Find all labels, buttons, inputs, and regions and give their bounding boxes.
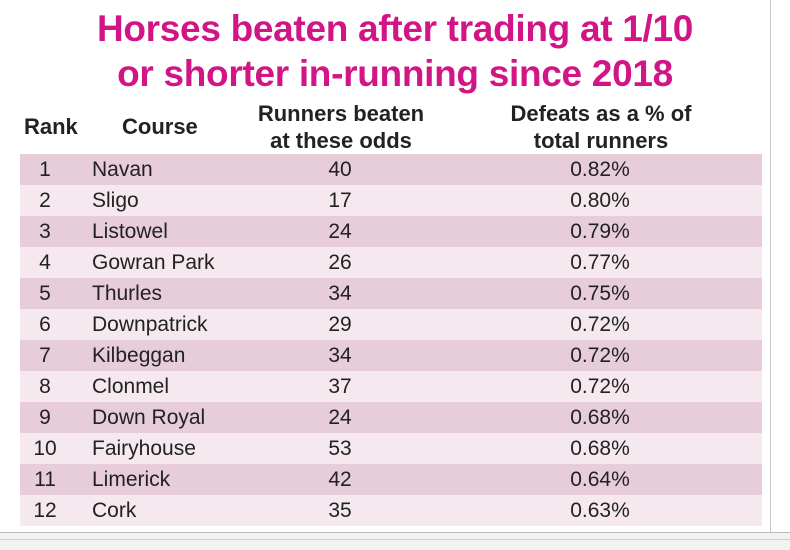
cell-runners-beaten: 29 [328, 313, 352, 336]
cell-defeats-percent: 0.75% [570, 282, 630, 305]
cell-runners-beaten: 42 [328, 468, 352, 491]
cell-runners-beaten: 17 [328, 189, 352, 212]
table-row: 9 Down Royal 24 0.68% [20, 402, 762, 433]
table-row: 8 Clonmel 37 0.72% [20, 371, 762, 402]
cell-runners-beaten: 53 [328, 437, 352, 460]
cell-rank: 1 [39, 158, 51, 181]
cell-course: Thurles [92, 282, 163, 305]
panel-right-border [770, 0, 771, 549]
cell-defeats-percent: 0.72% [570, 344, 630, 367]
chart-title: Horses beaten after trading at 1/10 or s… [0, 6, 790, 96]
table-row: 2 Sligo 17 0.80% [20, 185, 762, 216]
cell-defeats-percent: 0.82% [570, 158, 630, 181]
header-runners-line-1: Runners beaten [257, 101, 425, 126]
cell-defeats-percent: 0.72% [570, 313, 630, 336]
cell-course: Fairyhouse [92, 437, 196, 460]
table-row: 6 Downpatrick 29 0.72% [20, 309, 762, 340]
bottom-scrollbar-area [0, 532, 790, 550]
cell-course: Clonmel [92, 375, 170, 398]
cell-rank: 5 [39, 282, 51, 305]
cell-runners-beaten: 34 [328, 282, 352, 305]
table-row: 11 Limerick 42 0.64% [20, 464, 762, 495]
cell-defeats-percent: 0.68% [570, 406, 630, 429]
cell-course: Down Royal [92, 406, 206, 429]
cell-runners-beaten: 35 [328, 499, 352, 522]
cell-runners-beaten: 26 [328, 251, 352, 274]
table-row: 1 Navan 40 0.82% [20, 154, 762, 185]
cell-course: Listowel [92, 220, 168, 243]
cell-rank: 7 [39, 344, 51, 367]
table-row: 10 Fairyhouse 53 0.68% [20, 433, 762, 464]
cell-course: Downpatrick [92, 313, 208, 336]
header-defeats-percent: Defeats as a % of total runners [485, 100, 717, 154]
title-line-2: or shorter in-running since 2018 [117, 53, 673, 94]
cell-defeats-percent: 0.77% [570, 251, 630, 274]
table-row: 12 Cork 35 0.63% [20, 495, 762, 526]
cell-rank: 10 [33, 437, 57, 460]
cell-rank: 9 [39, 406, 51, 429]
cell-defeats-percent: 0.63% [570, 499, 630, 522]
cell-rank: 3 [39, 220, 51, 243]
cell-course: Limerick [92, 468, 171, 491]
cell-rank: 12 [33, 499, 57, 522]
title-line-1: Horses beaten after trading at 1/10 [96, 8, 694, 49]
cell-course: Navan [92, 158, 153, 181]
cell-runners-beaten: 37 [328, 375, 352, 398]
cell-runners-beaten: 40 [328, 158, 352, 181]
cell-course: Kilbeggan [92, 344, 186, 367]
header-runners-beaten: Runners beaten at these odds [232, 100, 450, 154]
cell-defeats-percent: 0.79% [570, 220, 630, 243]
cell-rank: 11 [34, 468, 56, 491]
cell-defeats-percent: 0.72% [570, 375, 630, 398]
header-defeats-line-2: total runners [533, 128, 669, 153]
cell-runners-beaten: 24 [328, 220, 352, 243]
header-runners-line-2: at these odds [270, 128, 412, 153]
cell-rank: 8 [39, 375, 51, 398]
cell-runners-beaten: 24 [328, 406, 352, 429]
cell-defeats-percent: 0.68% [570, 437, 630, 460]
table-body: 1 Navan 40 0.82% 2 Sligo 17 0.80% 3 Listowel 24 0.7… [20, 154, 762, 526]
header-rank: Rank [24, 114, 78, 139]
cell-course: Sligo [92, 189, 139, 212]
header-defeats-line-1: Defeats as a % of [510, 101, 692, 126]
table-row: 3 Listowel 24 0.79% [20, 216, 762, 247]
cell-course: Gowran Park [92, 251, 215, 274]
table-header: Rank Course Runners beaten at these odds… [0, 100, 790, 154]
table-row: 5 Thurles 34 0.75% [20, 278, 762, 309]
table-row: 4 Gowran Park 26 0.77% [20, 247, 762, 278]
divider [0, 539, 790, 540]
cell-defeats-percent: 0.64% [570, 468, 630, 491]
table-row: 7 Kilbeggan 34 0.72% [20, 340, 762, 371]
cell-rank: 2 [39, 189, 51, 212]
cell-runners-beaten: 34 [328, 344, 352, 367]
header-course: Course [122, 114, 198, 139]
cell-defeats-percent: 0.80% [570, 189, 630, 212]
cell-rank: 6 [39, 313, 51, 336]
cell-rank: 4 [39, 251, 51, 274]
cell-course: Cork [92, 499, 137, 522]
